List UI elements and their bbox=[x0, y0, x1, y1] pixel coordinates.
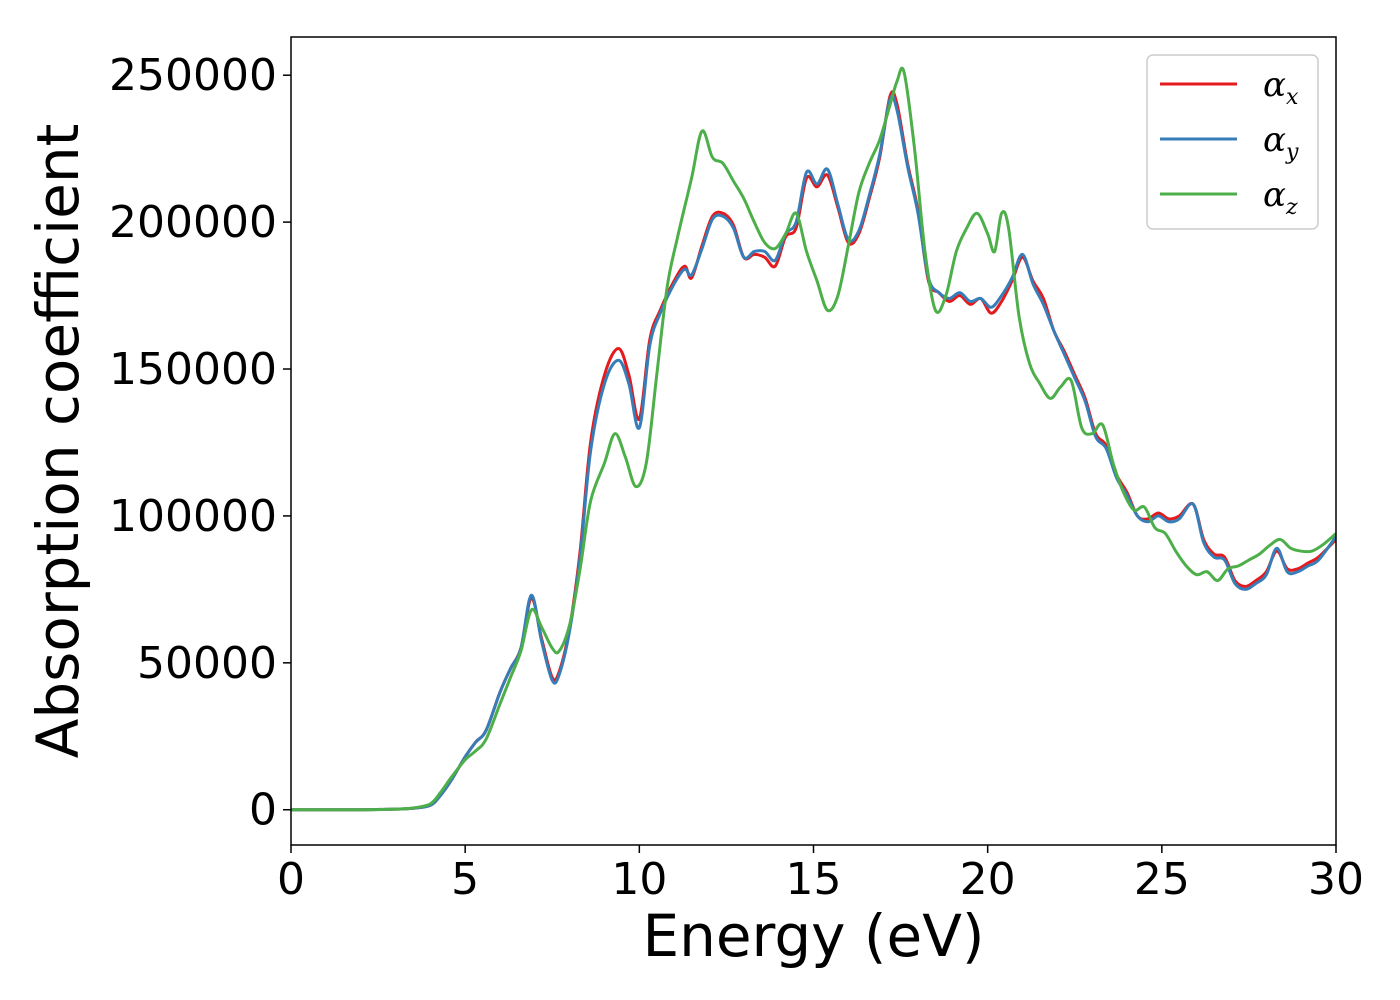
x-axis-title: Energy (eV) bbox=[642, 902, 984, 970]
y-tick-label: 100000 bbox=[109, 491, 277, 542]
x-tick-label: 25 bbox=[1134, 854, 1190, 905]
legend-box bbox=[1146, 54, 1319, 230]
y-tick-label: 50000 bbox=[137, 638, 277, 689]
x-tick-label: 15 bbox=[786, 854, 842, 905]
x-tick-label: 30 bbox=[1308, 854, 1364, 905]
x-tick-label: 0 bbox=[277, 854, 305, 905]
series-line-z bbox=[291, 66, 1336, 812]
x-tick-label: 10 bbox=[611, 854, 667, 905]
x-tick-label: 20 bbox=[960, 854, 1016, 905]
series-layer bbox=[291, 66, 1336, 812]
y-axis-title: Absorption coefficient bbox=[24, 124, 92, 759]
y-tick-label: 250000 bbox=[109, 50, 277, 101]
y-axis-ticks: 0 50000 100000 150000 200000 250000 bbox=[109, 50, 291, 836]
y-tick-label: 200000 bbox=[109, 197, 277, 248]
x-tick-label: 5 bbox=[451, 854, 479, 905]
series-line-y bbox=[291, 94, 1336, 812]
x-axis-ticks: 0 5 10 15 20 25 30 bbox=[277, 845, 1364, 905]
y-tick-label: 0 bbox=[249, 785, 277, 836]
y-tick-label: 150000 bbox=[109, 344, 277, 395]
